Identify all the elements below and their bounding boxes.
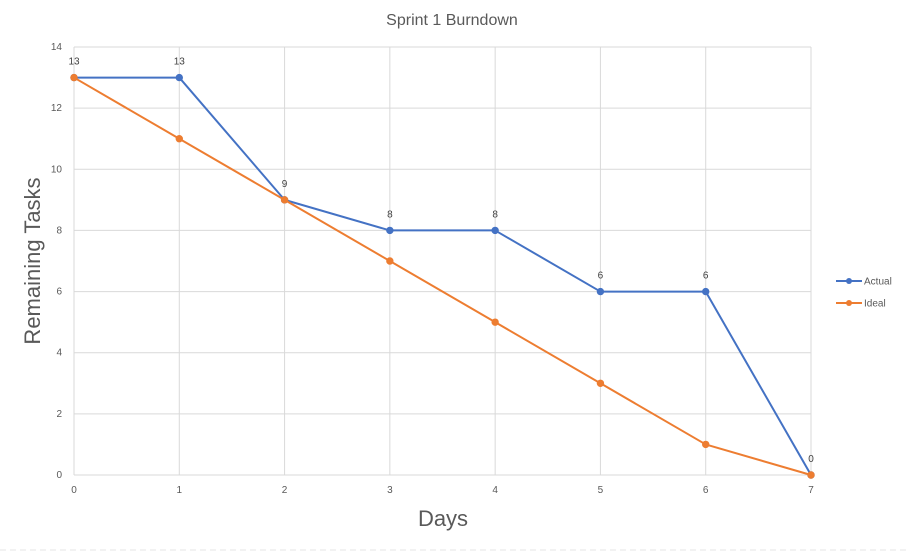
- data-label-actual: 0: [808, 454, 814, 465]
- data-point-ideal: [702, 440, 710, 449]
- y-tick-label: 14: [51, 42, 63, 53]
- x-axis-title: Days: [418, 506, 468, 531]
- series-layer: [70, 73, 815, 479]
- x-tick-label: 3: [387, 485, 393, 496]
- data-point-actual: [175, 73, 183, 82]
- legend-label-ideal: Ideal: [864, 299, 886, 310]
- y-axis-title: Remaining Tasks: [20, 177, 45, 344]
- data-label-actual: 6: [703, 271, 709, 282]
- legend-marker-ideal: [846, 300, 852, 306]
- data-labels-layer: 13 13 9 8 8 6 6 0: [68, 57, 814, 465]
- legend: Actual Ideal: [836, 277, 892, 310]
- data-label-actual: 9: [282, 179, 288, 190]
- data-label-actual: 13: [174, 57, 186, 68]
- data-point-ideal: [175, 135, 183, 143]
- series-line-actual: [74, 76, 812, 476]
- data-label-actual: 13: [68, 57, 80, 68]
- y-tick-label: 10: [51, 164, 63, 175]
- y-tick-label: 0: [56, 470, 62, 481]
- legend-marker-actual: [846, 278, 852, 284]
- y-tick-label: 6: [56, 287, 62, 298]
- data-point-actual: [596, 287, 605, 296]
- x-tick-label: 0: [71, 485, 77, 496]
- legend-label-actual: Actual: [864, 277, 892, 288]
- x-tick-label: 5: [598, 485, 604, 496]
- y-tick-label: 12: [51, 103, 63, 114]
- data-point-ideal: [280, 196, 289, 204]
- data-label-actual: 8: [492, 209, 498, 220]
- data-point-ideal: [70, 73, 78, 82]
- x-tick-label: 7: [808, 485, 814, 496]
- y-tick-label: 4: [56, 348, 62, 359]
- data-point-ideal: [386, 257, 394, 265]
- y-tick-label: 2: [56, 409, 62, 420]
- data-point-ideal: [807, 471, 815, 479]
- data-point-actual: [386, 226, 394, 235]
- y-tick-label: 8: [56, 225, 62, 236]
- data-point-ideal: [596, 379, 605, 387]
- x-tick-label: 1: [177, 485, 183, 496]
- data-label-actual: 8: [387, 209, 393, 220]
- grid-layer: [73, 46, 812, 476]
- data-point-actual: [702, 287, 710, 296]
- x-tick-label: 2: [282, 485, 288, 496]
- chart-title: Sprint 1 Burndown: [386, 12, 518, 29]
- x-tick-label: 4: [492, 485, 498, 496]
- series-line-ideal: [73, 76, 812, 476]
- data-point-actual: [491, 226, 499, 235]
- data-point-ideal: [491, 318, 499, 326]
- data-label-actual: 6: [598, 271, 604, 282]
- x-tick-label: 6: [703, 485, 709, 496]
